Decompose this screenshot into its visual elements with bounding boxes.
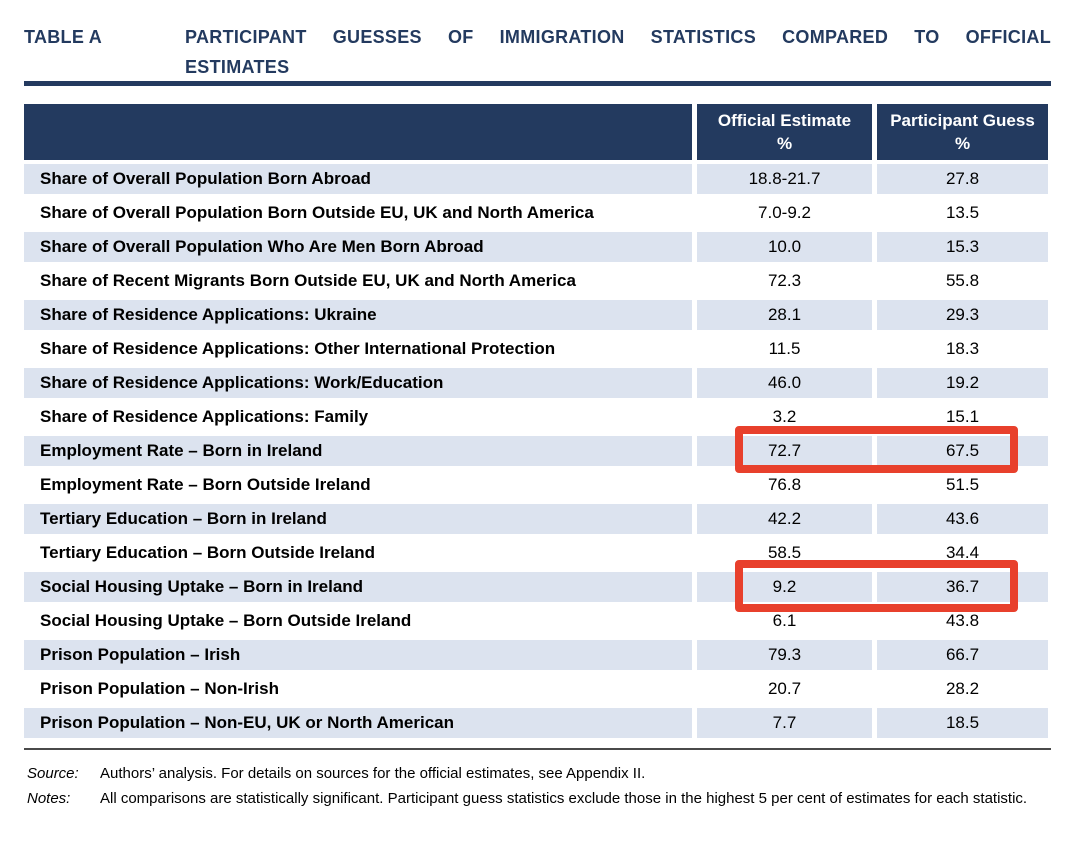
official-estimate-cell: 6.1 [697,606,872,636]
row-label: Social Housing Uptake – Born in Ireland [24,572,692,602]
source-text: Authors’ analysis. For details on source… [100,765,646,782]
official-estimate-cell: 76.8 [697,470,872,500]
participant-guess-cell: 19.2 [877,368,1048,398]
participant-guess-cell: 51.5 [877,470,1048,500]
source-label: Source: [27,765,79,782]
participant-guess-cell: 27.8 [877,164,1048,194]
participant-guess-cell: 34.4 [877,538,1048,568]
page-title: PARTICIPANT GUESSES OF IMMIGRATION STATI… [185,22,1051,82]
official-estimate-cell: 11.5 [697,334,872,364]
notes-note: Notes: All comparisons are statistically… [27,786,1057,811]
table-header-participant-guess: Participant Guess % [877,104,1048,160]
official-estimate-cell: 58.5 [697,538,872,568]
row-label: Prison Population – Irish [24,640,692,670]
header-official-estimate-label: Official Estimate [717,111,852,130]
row-label: Employment Rate – Born Outside Ireland [24,470,692,500]
official-estimate-cell: 28.1 [697,300,872,330]
participant-guess-cell: 15.1 [877,402,1048,432]
participant-guess-cell: 18.3 [877,334,1048,364]
row-label: Social Housing Uptake – Born Outside Ire… [24,606,692,636]
row-label: Share of Overall Population Born Outside… [24,198,692,228]
official-estimate-cell: 46.0 [697,368,872,398]
header-participant-guess-unit: % [954,134,971,153]
table-header-official-estimate: Official Estimate % [697,104,872,160]
row-label: Share of Residence Applications: Family [24,402,692,432]
row-label: Prison Population – Non-EU, UK or North … [24,708,692,738]
header-official-estimate-unit: % [776,134,793,153]
notes-label: Notes: [27,790,71,807]
title-divider-rule [24,81,1051,86]
official-estimate-cell: 42.2 [697,504,872,534]
page-title-line1: PARTICIPANT GUESSES OF IMMIGRATION STATI… [185,27,1051,47]
participant-guess-cell: 18.5 [877,708,1048,738]
official-estimate-cell: 20.7 [697,674,872,704]
row-label: Share of Residence Applications: Other I… [24,334,692,364]
table-header-empty [24,104,692,160]
official-estimate-cell: 3.2 [697,402,872,432]
participant-guess-cell: 66.7 [877,640,1048,670]
row-label: Share of Overall Population Born Abroad [24,164,692,194]
page-title-line2: ESTIMATES [185,57,290,77]
row-label: Prison Population – Non-Irish [24,674,692,704]
footnotes: Source: Authors’ analysis. For details o… [27,761,1057,811]
official-estimate-cell: 7.7 [697,708,872,738]
official-estimate-cell: 10.0 [697,232,872,262]
official-estimate-cell: 18.8-21.7 [697,164,872,194]
official-estimate-cell: 9.2 [697,572,872,602]
source-note: Source: Authors’ analysis. For details o… [27,761,1057,786]
participant-guess-cell: 55.8 [877,266,1048,296]
official-estimate-cell: 79.3 [697,640,872,670]
row-label: Share of Residence Applications: Work/Ed… [24,368,692,398]
row-label: Tertiary Education – Born in Ireland [24,504,692,534]
participant-guess-cell: 67.5 [877,436,1048,466]
statistics-table: Official Estimate % Participant Guess % … [24,104,1048,738]
row-label: Share of Residence Applications: Ukraine [24,300,692,330]
official-estimate-cell: 72.3 [697,266,872,296]
row-label: Share of Overall Population Who Are Men … [24,232,692,262]
row-label: Tertiary Education – Born Outside Irelan… [24,538,692,568]
notes-text: All comparisons are statistically signif… [100,790,1028,807]
participant-guess-cell: 13.5 [877,198,1048,228]
table-number-label: TABLE A [24,27,103,47]
table-bottom-rule [24,748,1051,750]
row-label: Employment Rate – Born in Ireland [24,436,692,466]
participant-guess-cell: 43.8 [877,606,1048,636]
row-label: Share of Recent Migrants Born Outside EU… [24,266,692,296]
header-participant-guess-label: Participant Guess [890,111,1035,130]
participant-guess-cell: 28.2 [877,674,1048,704]
official-estimate-cell: 72.7 [697,436,872,466]
participant-guess-cell: 36.7 [877,572,1048,602]
participant-guess-cell: 43.6 [877,504,1048,534]
participant-guess-cell: 15.3 [877,232,1048,262]
official-estimate-cell: 7.0-9.2 [697,198,872,228]
participant-guess-cell: 29.3 [877,300,1048,330]
